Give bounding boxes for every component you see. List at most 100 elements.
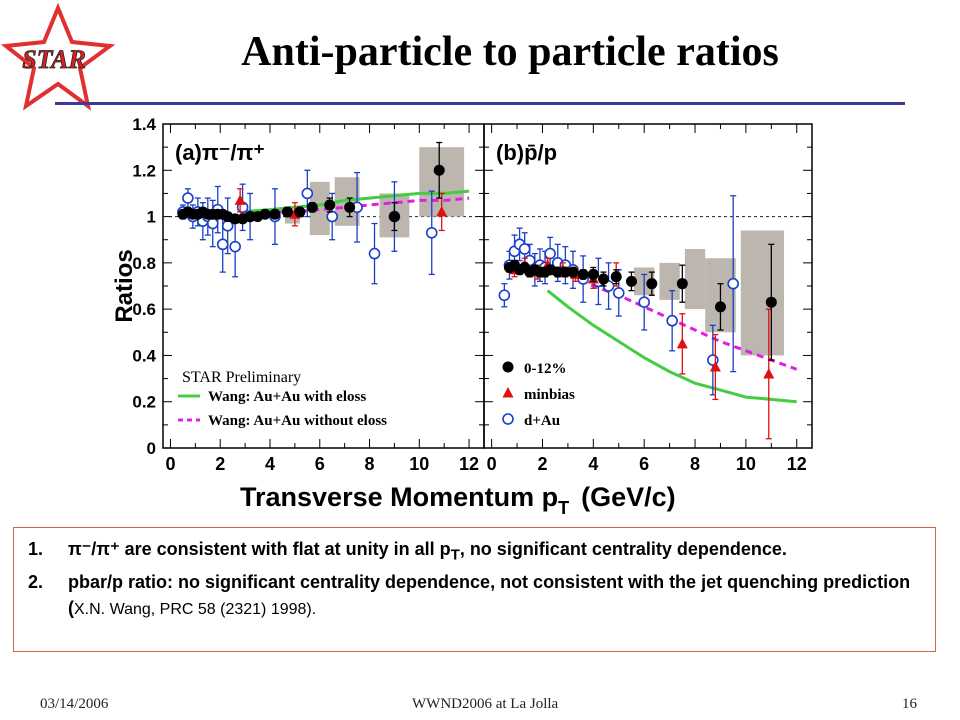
x-tick-label: 4 xyxy=(265,454,275,474)
panel-b: 0 2 4 6 8 10 12 (b)p̄/p xyxy=(483,123,813,474)
x-tick-label: 2 xyxy=(537,454,547,474)
central-point xyxy=(559,266,571,278)
star-logo-text: STAR xyxy=(22,45,86,74)
note-text-b: , no significant centrality dependence. xyxy=(459,539,787,559)
sys-error-box xyxy=(740,230,785,356)
central-point xyxy=(567,266,579,278)
central-point xyxy=(306,201,318,213)
legend-label-minbias: minbias xyxy=(524,387,575,403)
central-point xyxy=(646,278,658,290)
dau-point xyxy=(229,240,241,253)
central-point xyxy=(552,266,564,278)
sys-error-box xyxy=(659,262,680,300)
x-tick-label: 12 xyxy=(787,454,807,474)
panel-label: (a)π⁻/π⁺ xyxy=(175,140,265,165)
dau-point xyxy=(326,210,339,223)
y-tick-label: 0.6 xyxy=(132,300,156,319)
x-tick-label: 4 xyxy=(588,454,598,474)
central-point xyxy=(598,273,610,285)
star-logo-shape xyxy=(0,2,116,111)
dau-point xyxy=(518,243,531,255)
slide-title: Anti-particle to particle ratios xyxy=(241,29,779,75)
note-text: pbar/p ratio: no significant centrality … xyxy=(68,569,921,623)
dau-point xyxy=(727,277,739,290)
legend-marker-dau xyxy=(502,413,514,425)
dau-point xyxy=(301,187,314,200)
note-sub: T xyxy=(450,546,460,564)
note-text: π⁻/π⁺ are consistent with flat at unity … xyxy=(68,536,921,569)
central-point xyxy=(765,296,777,308)
central-point xyxy=(610,271,622,283)
x-tick-label: 8 xyxy=(365,454,375,474)
y-axis-label: Ratios xyxy=(111,249,138,322)
note-item: 2. pbar/p ratio: no significant centrali… xyxy=(28,569,921,623)
x-tick-label: 10 xyxy=(409,454,429,474)
central-point xyxy=(344,201,356,213)
pion-ratio-symbol: π⁻/π⁺ xyxy=(68,539,120,559)
note-number: 2. xyxy=(28,571,44,592)
note-item: 1. π⁻/π⁺ are consistent with flat at uni… xyxy=(28,536,921,569)
y-tick-label: 0.4 xyxy=(132,346,156,365)
dau-point xyxy=(216,238,229,251)
dau-point xyxy=(638,296,650,309)
central-point xyxy=(294,206,306,218)
notes-box: 1. π⁻/π⁺ are consistent with flat at uni… xyxy=(13,527,936,652)
central-point xyxy=(714,301,726,313)
legend-marker-central xyxy=(502,361,514,373)
x-tick-label: 12 xyxy=(459,454,479,474)
footer-page: 16 xyxy=(902,696,917,712)
minbias-point xyxy=(763,367,775,379)
dau-point xyxy=(544,247,556,260)
footer-date: 03/14/2006 xyxy=(40,696,109,712)
legend-label-central: 0-12% xyxy=(524,361,567,377)
y-tick-label: 1 xyxy=(147,208,156,227)
x-tick-label: 0 xyxy=(487,454,497,474)
curve-with-eloss xyxy=(546,289,797,404)
y-tick-label: 1.2 xyxy=(132,161,156,180)
y-tick-label: 0.8 xyxy=(132,254,156,273)
x-axis-label-unit: (GeV/c) xyxy=(581,482,676,512)
panel-label: (b)p̄/p xyxy=(496,140,557,165)
title-rule xyxy=(55,102,905,105)
ratio-plots: Ratios 0 0.2 0.4 0.6 0.8 1 1.2 1.4 0 2 4 6 8 10 12 (a)π⁻… xyxy=(111,115,813,518)
note-text-a: are consistent with flat at unity in all… xyxy=(119,539,451,559)
dau-point xyxy=(206,217,219,230)
central-point xyxy=(259,208,271,220)
x-tick-label: 6 xyxy=(315,454,325,474)
central-point xyxy=(433,164,445,176)
minbias-point xyxy=(234,194,246,205)
note-reference: X.N. Wang, PRC 58 (2321) 1998). xyxy=(74,600,317,618)
central-point xyxy=(625,275,637,287)
central-point xyxy=(676,278,688,290)
central-point xyxy=(281,206,293,218)
x-axis-label: Transverse Momentum pT (GeV/c) xyxy=(240,482,676,518)
x-axis-label-text: Transverse Momentum p xyxy=(240,482,558,512)
legend-label-dau: d+Au xyxy=(524,413,560,429)
y-tick-label: 0 xyxy=(147,439,156,458)
dau-point xyxy=(425,226,438,239)
note-number: 1. xyxy=(28,539,44,559)
central-point xyxy=(577,268,589,280)
x-tick-label: 0 xyxy=(165,454,175,474)
footer-event: WWND2006 at La Jolla xyxy=(412,696,559,712)
central-point xyxy=(388,211,400,223)
minbias-point xyxy=(436,205,448,217)
central-point xyxy=(587,268,599,280)
preliminary-annotation: STAR Preliminary xyxy=(182,369,301,386)
x-tick-label: 10 xyxy=(736,454,756,474)
x-axis-label-sub: T xyxy=(558,498,569,518)
central-point xyxy=(324,199,336,211)
legend-label-eloss: Wang: Au+Au with eloss xyxy=(208,389,366,405)
central-point xyxy=(269,208,281,220)
legend-marker-minbias xyxy=(502,387,514,398)
y-tick-label: 1.4 xyxy=(132,115,156,134)
dau-point xyxy=(498,289,511,302)
legend-label-noeloss: Wang: Au+Au without eloss xyxy=(208,413,387,429)
x-tick-label: 2 xyxy=(215,454,225,474)
minbias-point xyxy=(709,361,721,372)
x-tick-label: 6 xyxy=(639,454,649,474)
sys-error-box xyxy=(684,248,706,310)
dau-point xyxy=(612,287,625,299)
dau-point xyxy=(368,247,381,260)
dau-point xyxy=(666,314,678,327)
